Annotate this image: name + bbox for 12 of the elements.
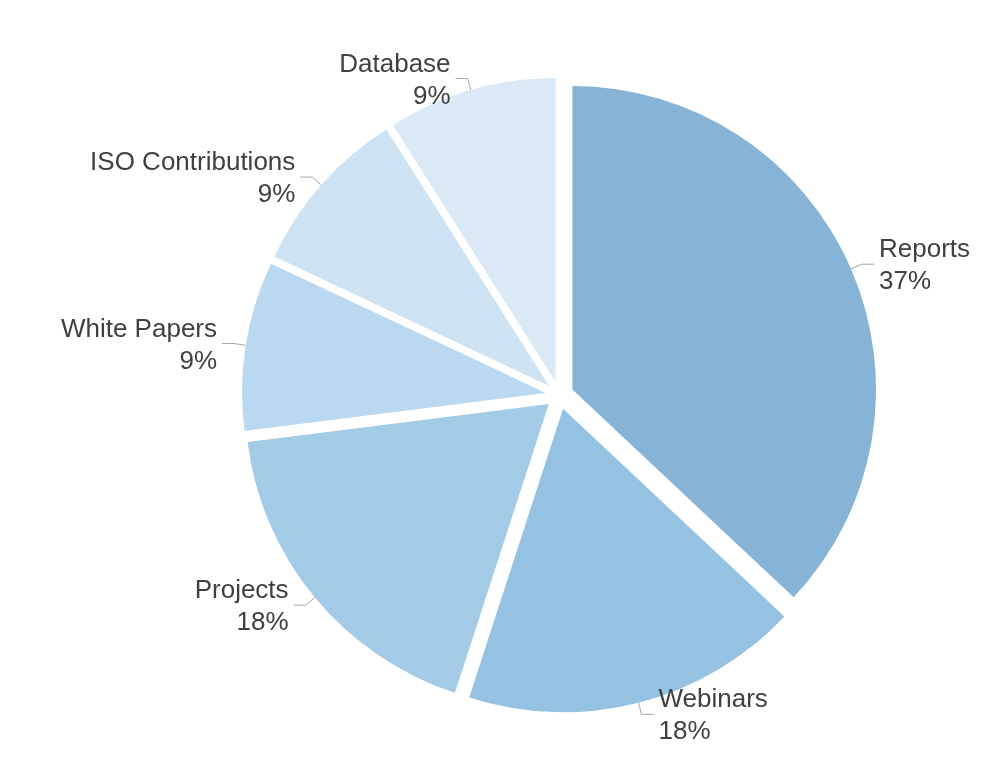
- slice-label: Reports: [879, 233, 971, 264]
- slice-label: White Papers: [60, 312, 218, 343]
- slice-label: Webinars: [658, 683, 768, 714]
- slice-label: Database: [339, 47, 451, 78]
- data-label: 37%: [879, 265, 932, 296]
- data-label: 18%: [236, 606, 289, 637]
- data-label: 9%: [413, 79, 451, 110]
- data-label: 9%: [257, 178, 296, 209]
- data-label: 9%: [179, 344, 218, 375]
- data-label: 18%: [658, 715, 711, 746]
- slice-label: Projects: [194, 574, 289, 605]
- slice-label: ISO Contributions: [90, 146, 296, 177]
